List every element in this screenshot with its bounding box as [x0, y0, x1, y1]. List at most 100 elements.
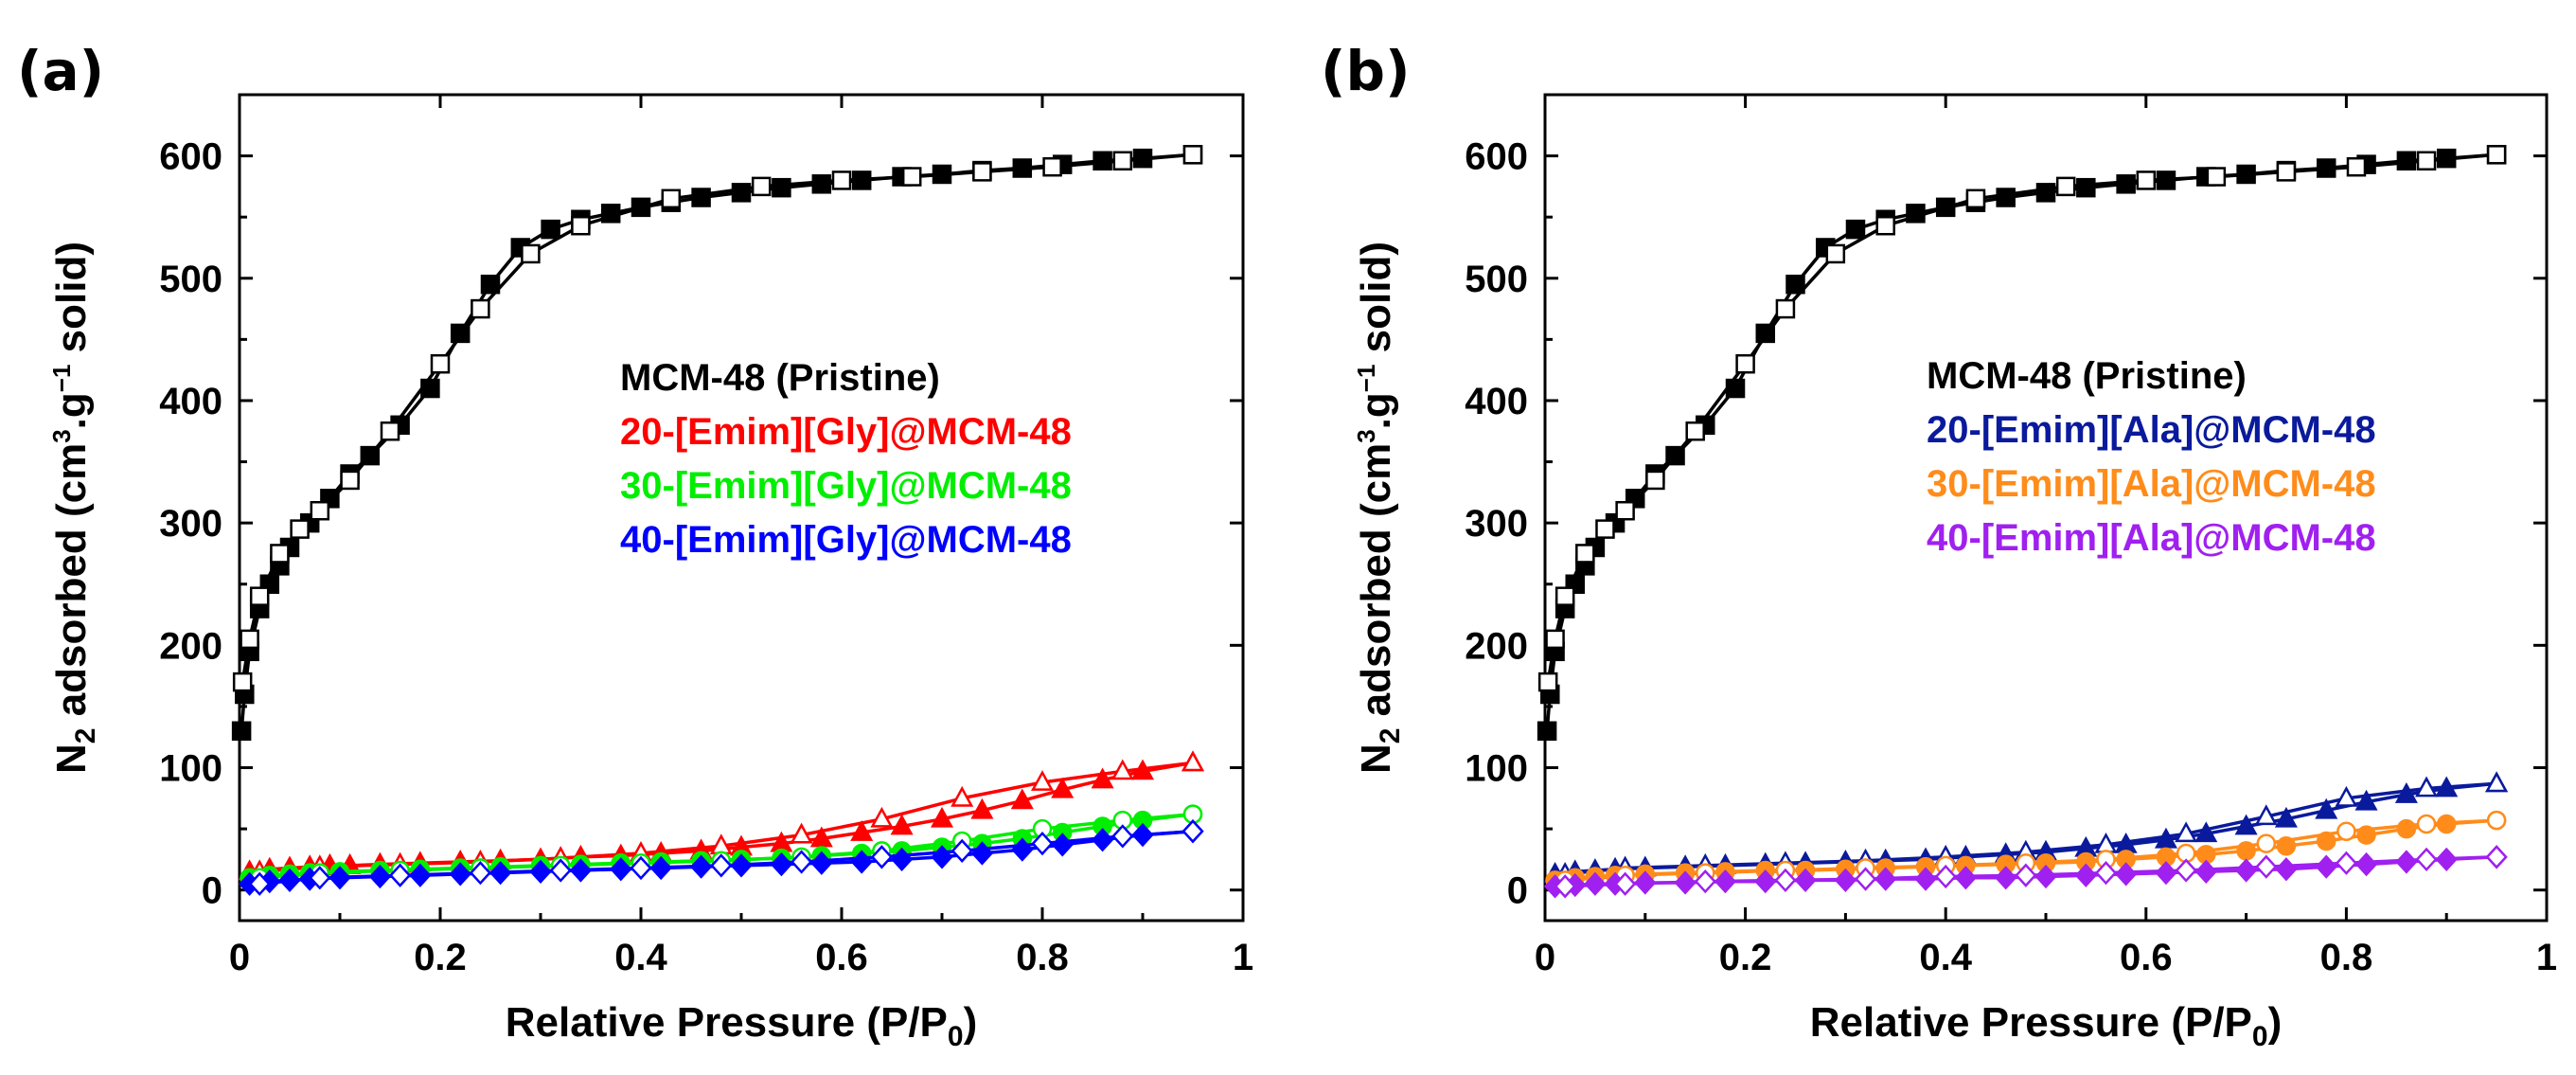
data-point-desorption	[1825, 243, 1846, 264]
data-point-adsorption	[2435, 776, 2459, 797]
data-point-adsorption	[2436, 148, 2457, 169]
data-point-desorption	[2346, 156, 2367, 177]
data-point-desorption	[389, 863, 412, 887]
data-point-adsorption	[1834, 868, 1856, 893]
y-tick-label: 100	[159, 748, 222, 790]
data-point-desorption	[2015, 863, 2037, 887]
data-point-desorption	[2175, 821, 2198, 843]
data-point-adsorption	[1012, 158, 1033, 178]
data-point-desorption	[380, 421, 400, 441]
data-point-adsorption	[1011, 837, 1034, 862]
legend-entry: 30-[Emim][Gly]@MCM-48	[620, 465, 1072, 507]
data-point-adsorption	[2155, 860, 2177, 886]
y-tick-label: 300	[159, 503, 222, 545]
legend-entry: 20-[Emim][Ala]@MCM-48	[1927, 409, 2376, 451]
data-point-adsorption	[690, 854, 713, 879]
data-point-adsorption	[811, 174, 832, 194]
data-point-adsorption	[2034, 864, 2057, 889]
data-point-adsorption	[890, 814, 914, 835]
x-tick-label: 0	[1535, 937, 1555, 978]
data-point-desorption	[1042, 156, 1062, 177]
x-axis-label: Relative Pressure (P/P0)	[506, 999, 977, 1052]
data-point-desorption	[2485, 845, 2508, 869]
data-point-desorption	[521, 243, 541, 264]
data-point-desorption	[751, 176, 772, 197]
x-axis-label-sub: 0	[948, 1021, 964, 1052]
x-axis-label-main: Relative Pressure (P/P	[506, 999, 948, 1046]
y-label-part: solid)	[48, 242, 95, 365]
x-tick-label: 0.2	[1719, 937, 1772, 978]
data-point-adsorption	[2394, 781, 2418, 803]
data-point-desorption	[2255, 854, 2278, 879]
data-point-desorption	[2486, 145, 2507, 165]
y-axis-label: N2 adsorbed (cm3.g−1 solid)	[47, 242, 101, 774]
data-point-adsorption	[449, 862, 471, 887]
data-point-desorption	[661, 188, 682, 209]
data-point-adsorption	[2236, 164, 2256, 185]
data-point-adsorption	[360, 445, 381, 466]
y-tick-label: 500	[1465, 259, 1528, 300]
y-label-sup: 3	[47, 429, 76, 442]
data-point-adsorption	[891, 847, 914, 872]
data-point-desorption	[310, 500, 330, 521]
data-point-adsorption	[1794, 868, 1817, 893]
y-tick-label: 0	[202, 870, 222, 912]
data-point-desorption	[1112, 151, 1133, 171]
data-point-desorption	[972, 162, 992, 182]
data-point-desorption	[790, 822, 813, 844]
data-point-desorption	[232, 672, 253, 692]
data-point-desorption	[549, 858, 572, 883]
y-label-part: N	[1353, 744, 1399, 774]
data-point-adsorption	[541, 219, 560, 240]
data-point-desorption	[1554, 874, 1576, 899]
data-point-desorption	[1774, 868, 1797, 893]
series-0	[231, 145, 1203, 742]
data-point-adsorption	[409, 863, 432, 887]
data-point-adsorption	[2194, 859, 2217, 884]
data-point-adsorption	[2236, 841, 2256, 861]
data-point-desorption	[1614, 871, 1637, 896]
data-point-desorption	[2336, 821, 2356, 841]
series-3	[239, 819, 1204, 896]
data-point-desorption	[2094, 860, 2118, 886]
data-point-adsorption	[2316, 831, 2336, 851]
data-point-desorption	[1111, 824, 1134, 849]
data-point-adsorption	[970, 841, 993, 866]
data-point-adsorption	[1714, 869, 1737, 894]
data-point-adsorption	[1954, 866, 1977, 890]
data-point-desorption	[2486, 810, 2507, 831]
data-point-adsorption	[1995, 866, 2017, 890]
legend-entry: MCM-48 (Pristine)	[1927, 355, 2247, 397]
x-axis-label-main: Relative Pressure (P/P	[1810, 999, 2252, 1046]
data-point-desorption	[2485, 771, 2509, 793]
data-point-adsorption	[2234, 814, 2258, 835]
x-tick-label: 0.8	[1016, 937, 1069, 978]
data-point-adsorption	[1010, 788, 1034, 810]
data-point-desorption	[290, 519, 310, 539]
y-label-part: solid)	[1353, 242, 1399, 365]
x-axis-label-tail: )	[2268, 999, 2283, 1046]
data-point-adsorption	[2115, 862, 2138, 887]
data-point-adsorption	[2315, 854, 2337, 879]
data-point-desorption	[2276, 162, 2297, 182]
data-point-desorption	[950, 785, 974, 807]
data-point-adsorption	[731, 183, 752, 203]
data-point-adsorption	[368, 864, 391, 889]
data-point-desorption	[469, 860, 491, 886]
data-point-adsorption	[278, 868, 301, 893]
y-label-part: adsorbed (cm	[1353, 443, 1399, 728]
y-tick-label: 200	[1465, 625, 1528, 667]
data-point-desorption	[240, 629, 259, 650]
data-point-desorption	[471, 298, 490, 319]
data-point-adsorption	[1665, 445, 1685, 466]
data-point-desorption	[2416, 151, 2437, 171]
data-point-adsorption	[600, 204, 621, 224]
data-point-adsorption	[2116, 174, 2136, 194]
data-point-desorption	[1694, 869, 1716, 894]
x-axis-label-tail: )	[964, 999, 978, 1046]
data-point-desorption	[340, 470, 360, 491]
data-point-adsorption	[2194, 821, 2218, 843]
data-point-adsorption	[2316, 158, 2336, 178]
data-point-desorption	[1934, 864, 1957, 889]
data-point-adsorption	[2074, 863, 2097, 887]
